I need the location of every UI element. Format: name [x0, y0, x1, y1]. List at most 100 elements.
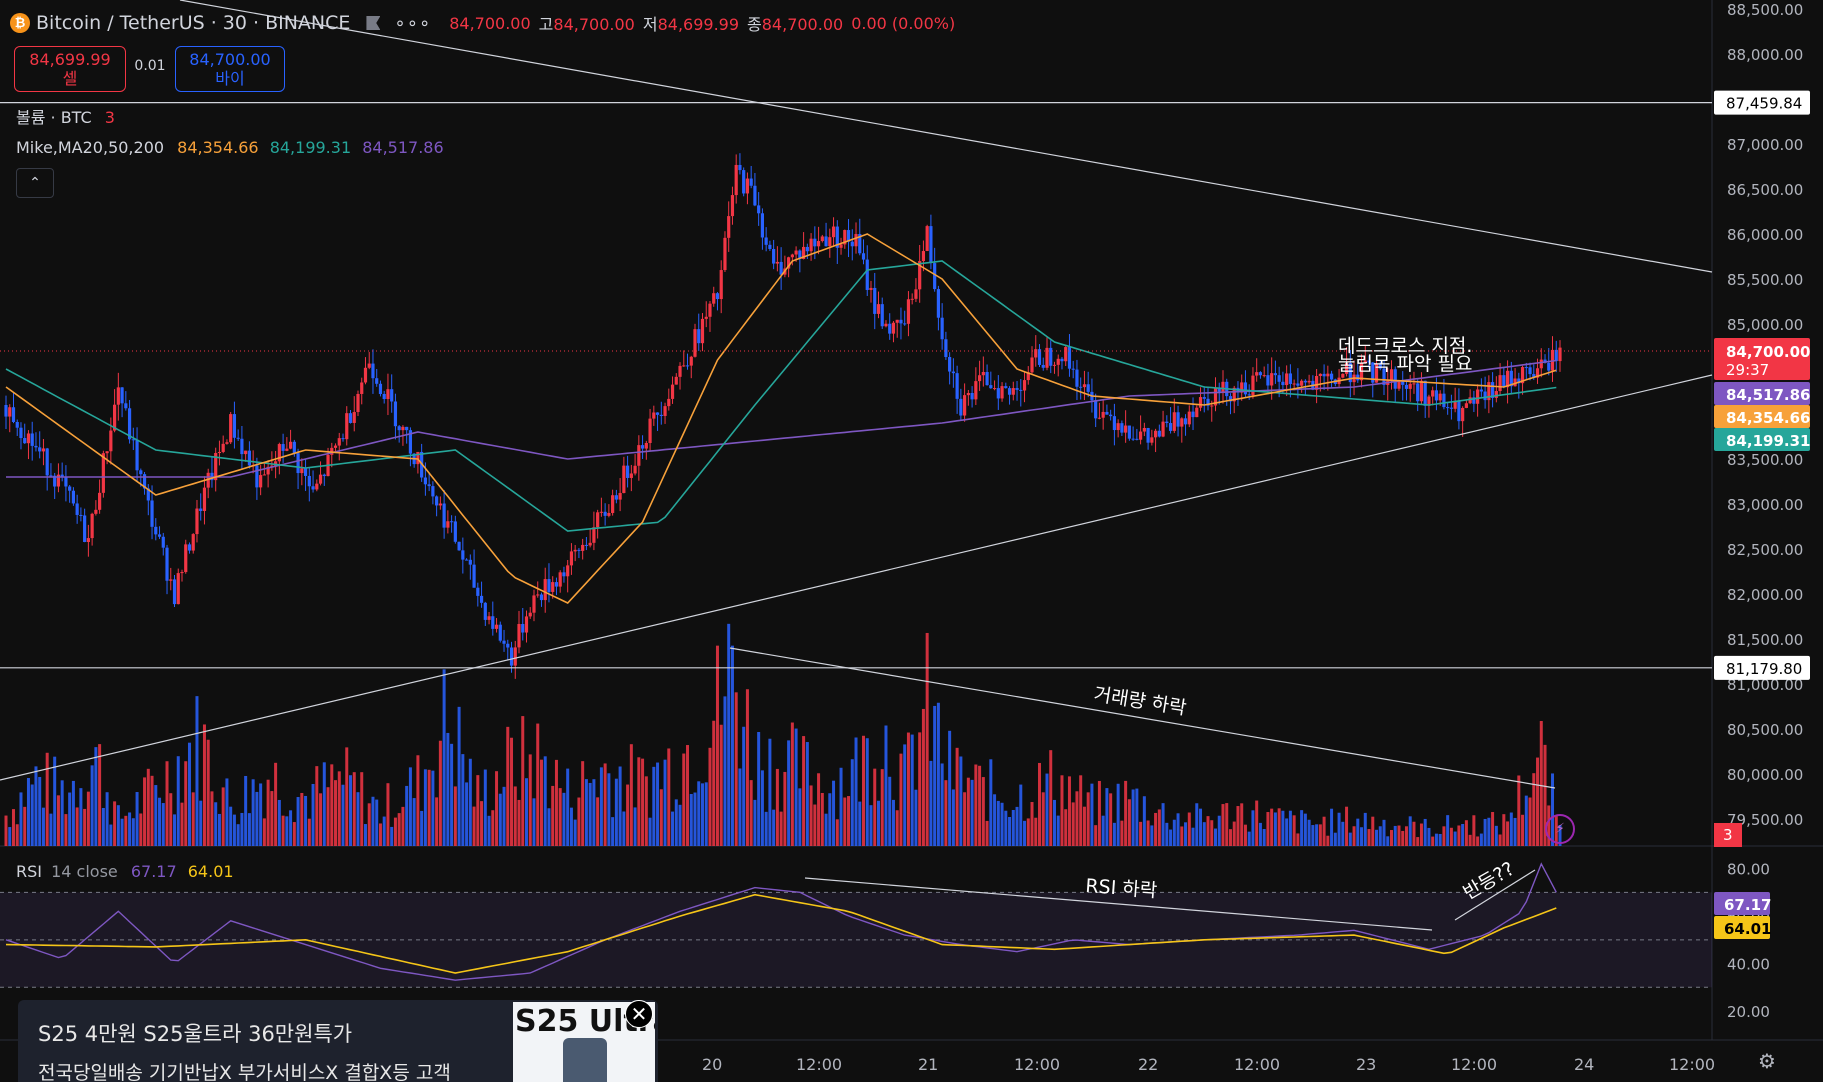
volume-bar: [378, 823, 382, 846]
candle-body: [674, 376, 678, 385]
volume-bar: [1004, 810, 1008, 846]
volume-bar: [1292, 815, 1296, 846]
candle-body: [1285, 373, 1289, 386]
lightning-icon[interactable]: ⚡: [1545, 814, 1575, 844]
candle-body: [727, 216, 731, 238]
volume-bar: [1348, 832, 1352, 846]
volume-bar: [629, 744, 633, 846]
countdown-label: 29:37: [1726, 361, 1769, 379]
candle-body: [708, 303, 712, 317]
time-tick-label: 12:00: [1669, 1055, 1715, 1074]
candle-body: [1026, 372, 1030, 381]
price-tick-label: 85,500.00: [1727, 271, 1803, 289]
buy-button[interactable]: 84,700.00 바이: [175, 46, 285, 92]
volume-bar: [382, 816, 386, 846]
candle-body: [1105, 411, 1109, 415]
volume-bar: [251, 779, 255, 846]
volume-bar: [1210, 820, 1214, 846]
rsi-legend[interactable]: RSI 14 close 67.17 64.01: [16, 862, 234, 881]
candle-body: [903, 323, 907, 325]
candle-body: [551, 582, 555, 592]
candle-body: [1116, 423, 1120, 431]
volume-bar: [536, 723, 540, 846]
volume-bar: [1199, 808, 1203, 846]
candle-body: [367, 363, 371, 368]
volume-bar: [524, 778, 528, 846]
candle-body: [232, 414, 237, 438]
volume-bar: [1266, 812, 1270, 846]
volume-bar: [1236, 806, 1240, 846]
candle-body: [292, 441, 296, 454]
candle-body: [828, 237, 832, 247]
volume-bar: [289, 810, 293, 846]
flag-icon[interactable]: [366, 16, 381, 30]
candle-body: [4, 405, 8, 417]
volume-bar: [1416, 837, 1420, 846]
volume-bar: [1015, 806, 1019, 846]
volume-bar: [176, 756, 180, 846]
volume-bar: [1404, 826, 1408, 846]
gear-icon[interactable]: ⚙: [1758, 1049, 1776, 1073]
volume-bar: [1461, 823, 1465, 846]
volume-bar: [929, 760, 933, 846]
volume-bar: [1187, 812, 1191, 846]
volume-bar: [191, 792, 195, 846]
volume-bar: [996, 800, 1000, 846]
candle-body: [1034, 349, 1038, 358]
candle-body: [1064, 347, 1068, 362]
volume-bar: [918, 732, 922, 846]
volume-bar: [86, 791, 90, 846]
candle-body: [491, 616, 495, 629]
candle-body: [139, 470, 143, 475]
candle-body: [831, 226, 836, 238]
volume-bar: [768, 738, 772, 846]
candle-body: [592, 527, 596, 543]
candle-body: [479, 595, 484, 603]
candle-body: [861, 253, 866, 260]
candle-body: [109, 430, 113, 452]
candle-body: [1251, 375, 1255, 396]
last-price-tag-label: 84,700.00: [1726, 343, 1810, 361]
volume-bar: [1116, 783, 1120, 846]
volume-bar: [68, 792, 72, 846]
volume-bar: [483, 769, 487, 846]
symbol-title[interactable]: Bitcoin / TetherUS · 30 · BINANCE: [36, 12, 351, 34]
sell-button[interactable]: 84,699.99 셀: [14, 46, 126, 92]
candle-body: [461, 550, 465, 560]
candle-body: [64, 477, 68, 487]
volume-bar: [532, 798, 536, 846]
volume-bar: [749, 780, 753, 846]
ad-close-button[interactable]: ✕: [625, 1000, 653, 1028]
candle-body: [1528, 367, 1532, 375]
candle-body: [142, 474, 147, 489]
volume-bar: [963, 792, 967, 846]
volume-bar: [457, 706, 461, 846]
collapse-legend-button[interactable]: ⌃: [16, 168, 54, 198]
candle-body: [1243, 382, 1248, 395]
volume-bar: [337, 771, 341, 846]
volume-bar: [75, 807, 79, 846]
bitcoin-icon: ₿: [10, 13, 30, 33]
candle-body: [629, 473, 633, 478]
volume-bar: [1360, 827, 1364, 846]
ad-banner[interactable]: S25 4만원 S25울트라 36만원특가 전국당일배송 기기반납X 부가서비스…: [18, 1000, 658, 1082]
volume-bar: [742, 726, 746, 846]
volume-bar: [356, 792, 360, 846]
candle-body: [288, 441, 293, 449]
volume-bar: [734, 692, 738, 846]
candle-body: [341, 438, 345, 440]
price-tick-label: 86,000.00: [1727, 226, 1803, 244]
volume-bar: [120, 818, 124, 846]
volume-legend[interactable]: 볼륨 · BTC 3: [16, 104, 115, 128]
more-icon[interactable]: ∘∘∘: [394, 12, 432, 34]
candle-body: [34, 445, 38, 448]
volume-bar: [1191, 827, 1195, 846]
volume-bar: [1502, 814, 1506, 846]
candle-body: [382, 393, 386, 400]
ma-legend[interactable]: Mike,MA20,50,200 84,354.66 84,199.31 84,…: [16, 138, 444, 157]
rsi-value-tag: [1714, 892, 1770, 915]
candle-body: [1509, 370, 1513, 387]
volume-bar: [959, 756, 963, 846]
volume-bar: [468, 758, 472, 846]
